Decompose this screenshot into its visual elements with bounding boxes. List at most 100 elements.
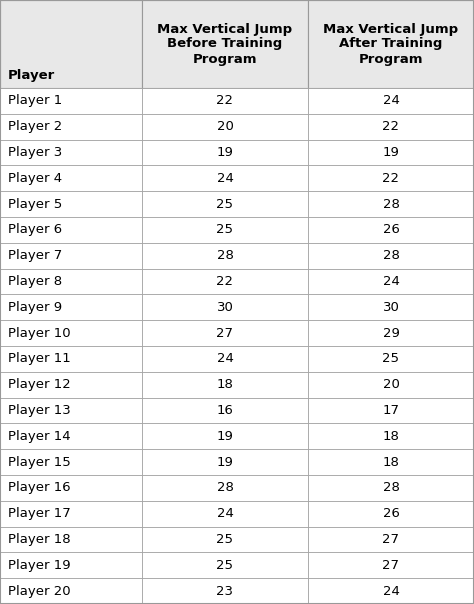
Bar xyxy=(142,320,308,346)
Bar xyxy=(142,397,308,423)
Bar xyxy=(142,449,308,475)
Bar xyxy=(0,0,142,88)
Text: 19: 19 xyxy=(217,430,233,443)
Bar xyxy=(142,553,308,578)
Text: 24: 24 xyxy=(217,507,233,520)
Bar xyxy=(308,449,474,475)
Text: Player 17: Player 17 xyxy=(8,507,71,520)
Bar xyxy=(308,475,474,501)
Bar xyxy=(0,165,142,191)
Bar xyxy=(308,191,474,217)
Bar xyxy=(308,527,474,553)
Text: Player 16: Player 16 xyxy=(8,481,71,495)
Bar xyxy=(308,269,474,294)
Text: 19: 19 xyxy=(217,146,233,159)
Text: 26: 26 xyxy=(383,507,400,520)
Text: Player 15: Player 15 xyxy=(8,455,71,469)
Bar xyxy=(308,501,474,527)
Text: Player 4: Player 4 xyxy=(8,172,62,185)
Text: 28: 28 xyxy=(383,198,400,211)
Bar xyxy=(308,320,474,346)
Bar xyxy=(308,243,474,269)
Text: 23: 23 xyxy=(217,585,234,597)
Text: 24: 24 xyxy=(217,172,233,185)
Bar xyxy=(0,269,142,294)
Bar xyxy=(0,320,142,346)
Bar xyxy=(0,553,142,578)
Bar xyxy=(0,191,142,217)
Bar xyxy=(308,0,474,88)
Bar xyxy=(142,501,308,527)
Bar xyxy=(142,578,308,604)
Bar xyxy=(0,88,142,114)
Text: 19: 19 xyxy=(217,455,233,469)
Bar xyxy=(142,475,308,501)
Text: Player 9: Player 9 xyxy=(8,301,62,314)
Text: 29: 29 xyxy=(383,327,400,339)
Text: 22: 22 xyxy=(217,275,234,288)
Text: Player 19: Player 19 xyxy=(8,559,71,572)
Bar xyxy=(142,165,308,191)
Text: 17: 17 xyxy=(383,404,400,417)
Bar xyxy=(0,449,142,475)
Text: Max Vertical Jump
After Training
Program: Max Vertical Jump After Training Program xyxy=(323,22,458,65)
Text: Player 13: Player 13 xyxy=(8,404,71,417)
Text: Player: Player xyxy=(8,69,55,82)
Bar xyxy=(142,346,308,372)
Text: 27: 27 xyxy=(217,327,234,339)
Text: 27: 27 xyxy=(383,533,400,546)
Bar xyxy=(308,217,474,243)
Text: 25: 25 xyxy=(217,559,234,572)
Bar xyxy=(0,217,142,243)
Text: 16: 16 xyxy=(217,404,233,417)
Bar xyxy=(142,372,308,397)
Text: 25: 25 xyxy=(217,533,234,546)
Text: 28: 28 xyxy=(217,249,233,262)
Text: 28: 28 xyxy=(217,481,233,495)
Text: 20: 20 xyxy=(383,378,400,391)
Bar xyxy=(308,372,474,397)
Bar xyxy=(142,88,308,114)
Bar xyxy=(0,243,142,269)
Text: Player 2: Player 2 xyxy=(8,120,62,133)
Text: Player 11: Player 11 xyxy=(8,352,71,365)
Bar xyxy=(0,346,142,372)
Text: Player 1: Player 1 xyxy=(8,94,62,108)
Bar xyxy=(308,397,474,423)
Text: 26: 26 xyxy=(383,223,400,236)
Text: 18: 18 xyxy=(383,430,400,443)
Text: 30: 30 xyxy=(217,301,233,314)
Bar xyxy=(308,140,474,165)
Bar xyxy=(142,243,308,269)
Bar xyxy=(142,527,308,553)
Bar xyxy=(142,140,308,165)
Bar xyxy=(308,88,474,114)
Bar xyxy=(0,501,142,527)
Text: 22: 22 xyxy=(383,172,400,185)
Bar xyxy=(308,578,474,604)
Text: 25: 25 xyxy=(217,198,234,211)
Text: 18: 18 xyxy=(217,378,233,391)
Text: Player 14: Player 14 xyxy=(8,430,71,443)
Bar xyxy=(142,269,308,294)
Bar xyxy=(308,553,474,578)
Text: 22: 22 xyxy=(217,94,234,108)
Bar xyxy=(0,140,142,165)
Bar xyxy=(0,578,142,604)
Text: 27: 27 xyxy=(383,559,400,572)
Text: 24: 24 xyxy=(217,352,233,365)
Bar xyxy=(0,527,142,553)
Text: Player 18: Player 18 xyxy=(8,533,71,546)
Bar xyxy=(308,165,474,191)
Text: 25: 25 xyxy=(217,223,234,236)
Bar xyxy=(0,475,142,501)
Bar xyxy=(142,114,308,140)
Text: 20: 20 xyxy=(217,120,233,133)
Text: 28: 28 xyxy=(383,249,400,262)
Text: 19: 19 xyxy=(383,146,400,159)
Text: Player 5: Player 5 xyxy=(8,198,62,211)
Text: Player 12: Player 12 xyxy=(8,378,71,391)
Text: Player 7: Player 7 xyxy=(8,249,62,262)
Bar xyxy=(0,372,142,397)
Bar xyxy=(308,423,474,449)
